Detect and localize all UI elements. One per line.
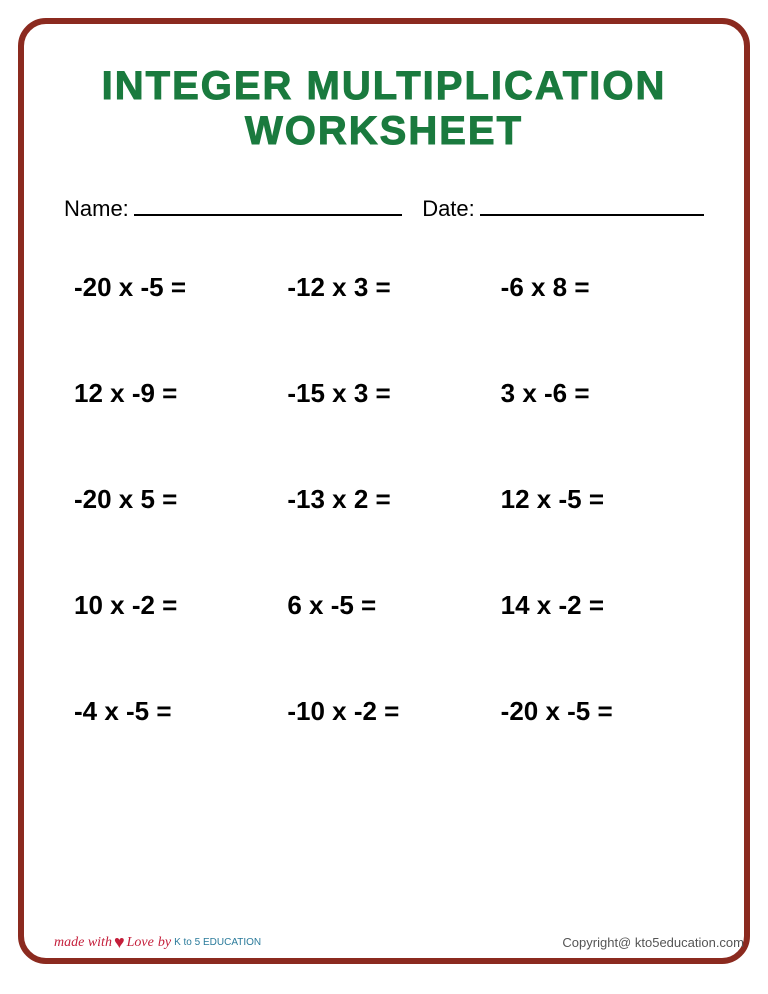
- heart-icon: ♥: [114, 932, 125, 953]
- problem-item: 10 x -2 =: [74, 590, 267, 621]
- problem-item: 3 x -6 =: [501, 378, 694, 409]
- problem-item: -4 x -5 =: [74, 696, 267, 727]
- problem-item: 12 x -5 =: [501, 484, 694, 515]
- header-row: Name: Date:: [64, 194, 704, 222]
- problem-item: -20 x 5 =: [74, 484, 267, 515]
- name-label: Name:: [64, 196, 129, 222]
- problem-item: 14 x -2 =: [501, 590, 694, 621]
- logo-text: K to 5 EDUCATION: [174, 937, 261, 948]
- love-text: Love: [127, 935, 154, 951]
- worksheet-title: INTEGER MULTIPLICATION WORKSHEET: [64, 64, 704, 154]
- name-input-line[interactable]: [134, 194, 402, 216]
- by-text: by: [158, 935, 171, 951]
- problem-item: -12 x 3 =: [287, 272, 480, 303]
- name-field: Name:: [64, 194, 402, 222]
- copyright-text: Copyright@ kto5education.com: [562, 935, 744, 950]
- worksheet-frame: INTEGER MULTIPLICATION WORKSHEET Name: D…: [18, 18, 750, 964]
- problem-item: -20 x -5 =: [501, 696, 694, 727]
- problem-item: 6 x -5 =: [287, 590, 480, 621]
- date-label: Date:: [422, 196, 475, 222]
- made-with-text: made with: [54, 935, 112, 951]
- problem-item: -6 x 8 =: [501, 272, 694, 303]
- problem-item: -20 x -5 =: [74, 272, 267, 303]
- problem-item: -13 x 2 =: [287, 484, 480, 515]
- problems-grid: -20 x -5 = -12 x 3 = -6 x 8 = 12 x -9 = …: [64, 272, 704, 727]
- problem-item: 12 x -9 =: [74, 378, 267, 409]
- problem-item: -15 x 3 =: [287, 378, 480, 409]
- footer-left: made with ♥ Love by K to 5 EDUCATION: [54, 932, 261, 953]
- date-field: Date:: [422, 194, 704, 222]
- problem-item: -10 x -2 =: [287, 696, 480, 727]
- date-input-line[interactable]: [480, 194, 704, 216]
